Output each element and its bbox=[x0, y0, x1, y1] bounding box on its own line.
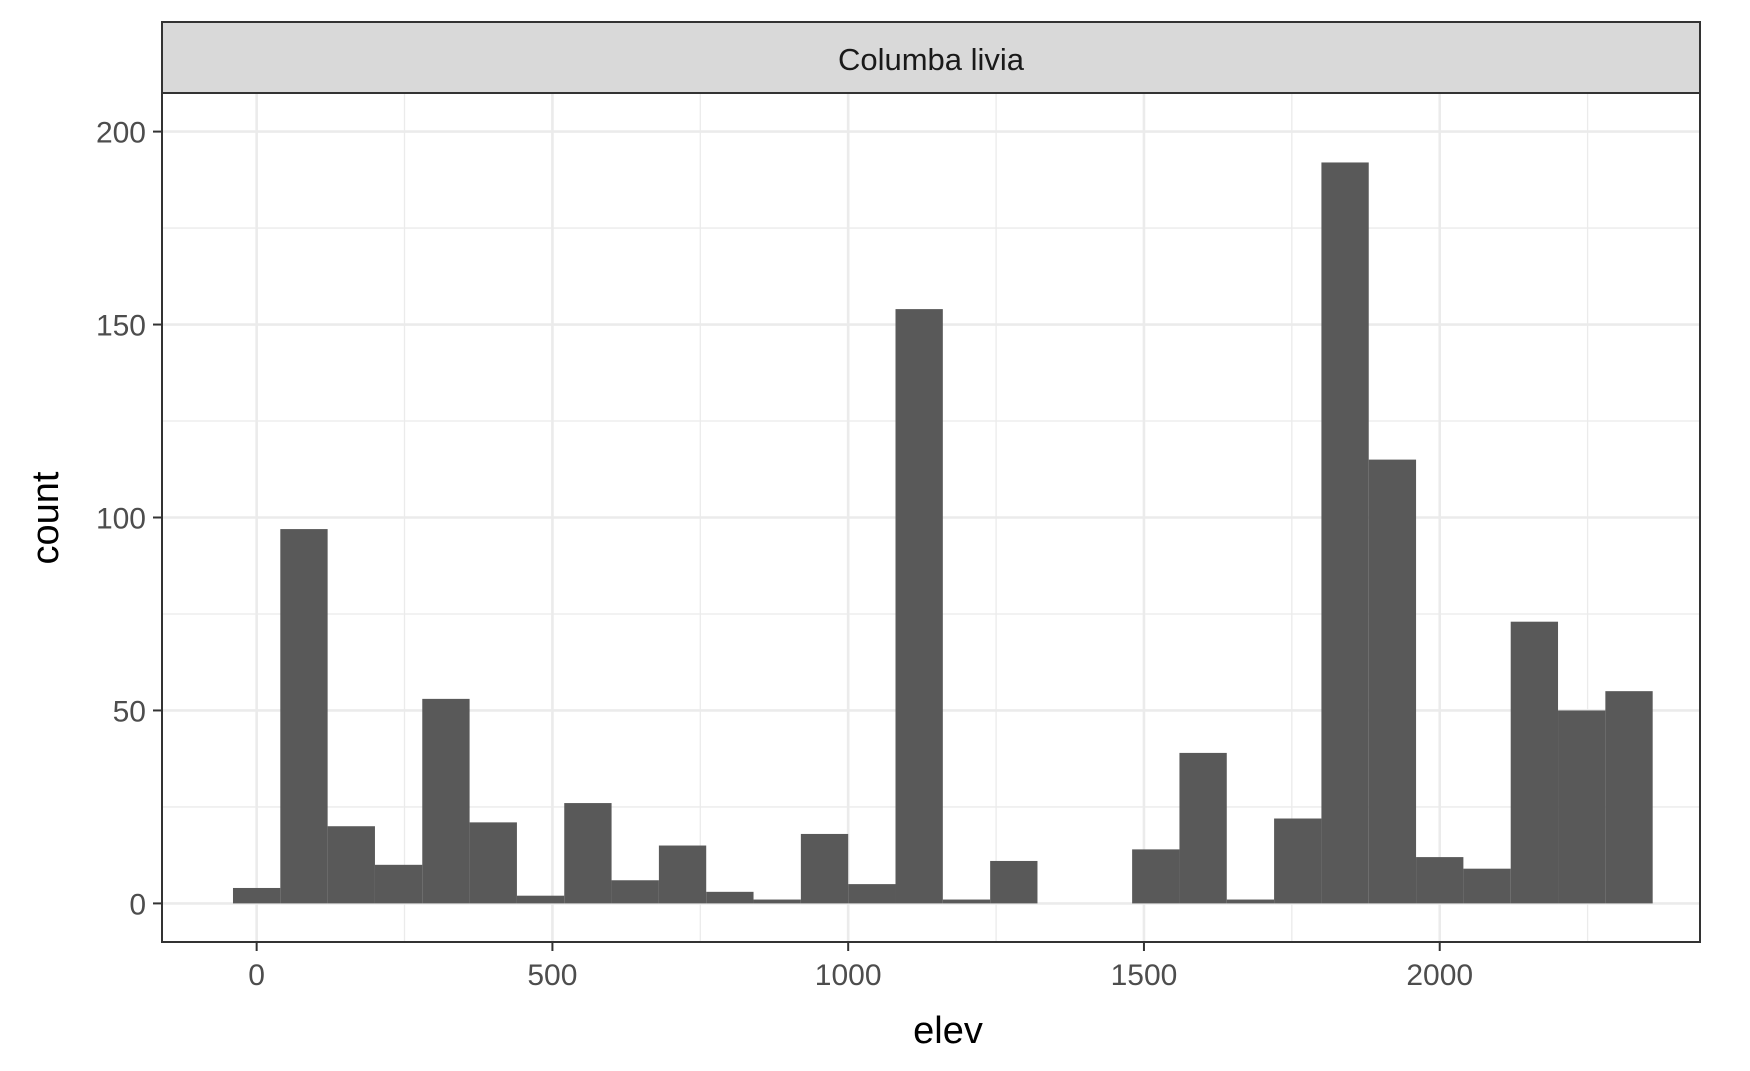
histogram-bar bbox=[1274, 818, 1322, 904]
histogram-bar bbox=[800, 833, 849, 904]
histogram-bar bbox=[1368, 459, 1417, 904]
histogram-bar bbox=[232, 887, 281, 904]
histogram-bar bbox=[422, 698, 470, 904]
histogram-bar bbox=[280, 529, 328, 904]
histogram-bar bbox=[1605, 691, 1653, 904]
histogram-bar bbox=[516, 895, 565, 904]
facet-strip-background bbox=[161, 21, 1701, 94]
histogram-bar bbox=[611, 880, 659, 904]
histogram-bar bbox=[895, 309, 943, 904]
y-tick-label: 100 bbox=[96, 503, 146, 536]
x-axis-title: elev bbox=[913, 1010, 983, 1052]
histogram-bar bbox=[848, 884, 896, 904]
x-tick-label: 500 bbox=[527, 959, 577, 992]
histogram-bar bbox=[942, 899, 991, 904]
histogram-bar bbox=[327, 826, 375, 904]
histogram-bar bbox=[1321, 162, 1369, 904]
x-axis: 0 500 1000 1500 2000 bbox=[248, 942, 1473, 992]
y-tick-label: 50 bbox=[113, 695, 146, 728]
y-tick-label: 200 bbox=[96, 117, 146, 150]
histogram-bar bbox=[1463, 868, 1511, 904]
histogram-bar bbox=[1132, 849, 1180, 904]
facet-strip: Columba livia bbox=[161, 21, 1701, 94]
histogram-bar bbox=[1179, 752, 1227, 904]
x-tick-label: 1000 bbox=[815, 959, 882, 992]
facet-strip-label: Columba livia bbox=[838, 42, 1025, 77]
x-tick-label: 0 bbox=[248, 959, 265, 992]
x-tick-label: 2000 bbox=[1406, 959, 1473, 992]
histogram-bar bbox=[1510, 621, 1559, 904]
histogram-bar bbox=[706, 891, 754, 904]
x-tick-label: 1500 bbox=[1111, 959, 1178, 992]
histogram-bar bbox=[990, 860, 1038, 904]
histogram-bar bbox=[374, 864, 423, 904]
histogram-bar bbox=[753, 899, 801, 904]
histogram-bar bbox=[469, 822, 517, 904]
histogram-bar bbox=[658, 845, 707, 904]
histogram-bars bbox=[232, 162, 1653, 904]
y-axis: 0 50 100 150 200 bbox=[96, 117, 162, 921]
major-gridlines bbox=[162, 93, 1700, 942]
histogram-bar bbox=[1416, 857, 1464, 904]
y-tick-label: 0 bbox=[129, 888, 146, 921]
histogram-bar bbox=[1558, 710, 1606, 904]
histogram-bar bbox=[1226, 899, 1275, 904]
y-tick-label: 150 bbox=[96, 310, 146, 343]
y-axis-title: count bbox=[25, 471, 67, 564]
plot-panel bbox=[161, 92, 1701, 943]
histogram-bar bbox=[564, 803, 612, 904]
